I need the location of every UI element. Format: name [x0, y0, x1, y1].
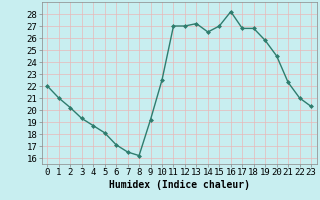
X-axis label: Humidex (Indice chaleur): Humidex (Indice chaleur) [109, 180, 250, 190]
